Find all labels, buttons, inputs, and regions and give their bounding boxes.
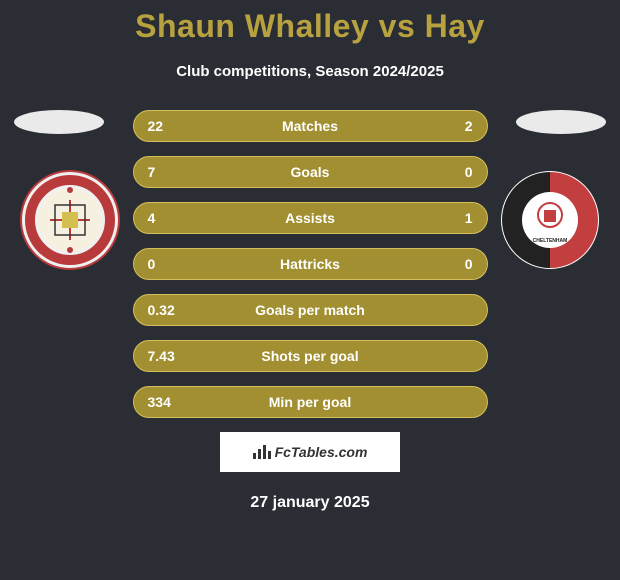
stat-label: Goals [208, 164, 413, 180]
stat-left-value: 7 [148, 164, 208, 180]
stat-label: Shots per goal [208, 348, 413, 364]
stat-left-value: 7.43 [148, 348, 208, 364]
stat-row: 22 Matches 2 [133, 110, 488, 142]
stat-right-value: 0 [413, 256, 473, 272]
stat-row: 334 Min per goal [133, 386, 488, 418]
cheltenham-town-icon: CHELTENHAM [500, 170, 600, 270]
svg-text:CHELTENHAM: CHELTENHAM [533, 238, 568, 244]
stat-row: 0.32 Goals per match [133, 294, 488, 326]
infographic-date: 27 january 2025 [0, 494, 620, 512]
season-subtitle: Club competitions, Season 2024/2025 [0, 63, 620, 80]
page-title: Shaun Whalley vs Hay [0, 0, 620, 45]
stat-right-value: 0 [413, 164, 473, 180]
stat-left-value: 4 [148, 210, 208, 226]
stat-left-value: 334 [148, 394, 208, 410]
club-badge-left [20, 170, 120, 270]
stat-row: 4 Assists 1 [133, 202, 488, 234]
chart-icon [253, 443, 271, 462]
stat-row: 0 Hattricks 0 [133, 248, 488, 280]
source-name: FcTables.com [275, 444, 368, 460]
stat-row: 7 Goals 0 [133, 156, 488, 188]
stat-left-value: 0.32 [148, 302, 208, 318]
player-marker-right [516, 110, 606, 134]
club-badge-right: CHELTENHAM [500, 170, 600, 270]
stat-left-value: 0 [148, 256, 208, 272]
stat-label: Matches [208, 118, 413, 134]
stat-right-value: 2 [413, 118, 473, 134]
stat-right-value: 1 [413, 210, 473, 226]
stat-label: Min per goal [208, 394, 413, 410]
stat-label: Goals per match [208, 302, 413, 318]
comparison-content: CHELTENHAM 22 Matches 2 7 Goals 0 4 Assi… [0, 110, 620, 512]
stat-label: Assists [208, 210, 413, 226]
stat-row: 7.43 Shots per goal [133, 340, 488, 372]
stat-label: Hattricks [208, 256, 413, 272]
stat-left-value: 22 [148, 118, 208, 134]
player-marker-left [14, 110, 104, 134]
stats-table: 22 Matches 2 7 Goals 0 4 Assists 1 0 Hat… [133, 110, 488, 418]
accrington-stanley-icon [20, 170, 120, 270]
source-logo: FcTables.com [220, 432, 400, 472]
